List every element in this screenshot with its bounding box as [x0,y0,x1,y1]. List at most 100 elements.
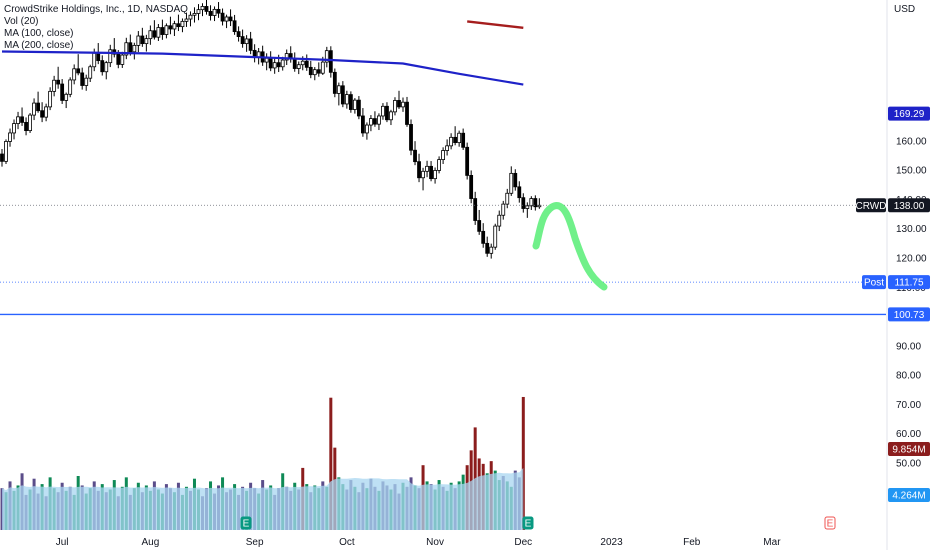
candle-up [32,102,36,116]
candle-down [140,35,145,45]
earnings-marker: E [240,516,252,530]
volume-last-badge-bg [888,442,930,456]
candle-up [365,124,369,134]
candle-down [248,38,253,51]
candle-up [421,170,425,179]
candle-down [276,62,281,68]
candle-down [533,198,538,208]
legend-volume: Vol (20) [4,16,39,27]
candle-up [184,18,189,22]
candle-down [316,69,321,74]
candle-up [264,57,269,63]
moving-averages [1,20,524,86]
candle-down [521,197,526,209]
candle-up [88,66,93,79]
candle-up [493,225,498,248]
candle-down [485,242,490,254]
candle-down [409,124,413,151]
candle-up [120,54,125,65]
earnings-icon [522,516,534,530]
y-tick-label: 120.00 [896,254,927,265]
y-tick-label: 160.00 [896,136,927,147]
candle-down [292,58,297,69]
candle-up [124,42,129,56]
x-tick-label: Dec [514,537,532,548]
candle-up [272,62,277,69]
volume-last-badge-text: 9.854M [892,445,925,456]
candle-up [389,111,393,121]
post-tag-text: Post [864,278,884,289]
earnings-icon [824,516,836,530]
candle-up [296,64,301,69]
candle-down [76,68,81,74]
candle-up [28,114,32,132]
symbol-tag-text: CRWD [856,201,887,212]
candle-up [164,25,169,35]
candle-up [16,116,20,124]
candle-up [312,69,317,76]
candle-up [336,85,341,94]
candle-up [505,192,510,205]
volume-ma-area [2,467,524,530]
candle-down [176,23,181,28]
post-tag-bg [862,275,886,290]
y-tick-label: 130.00 [896,224,927,235]
candle-up [525,205,530,209]
candle-up [4,141,8,162]
candle-down [116,53,121,65]
candle-down [465,146,470,176]
candle-up [12,123,16,134]
price-levels [0,204,886,316]
post-price-badge-bg [888,275,930,290]
x-tick-label: Aug [141,537,159,548]
y-tick-label: 50.00 [896,459,921,470]
y-tick-label: 150.00 [896,166,927,177]
candle-down [340,85,345,105]
candle-up [369,118,373,126]
level-price-badge: 100.73 [888,307,930,322]
candle-up [144,38,149,45]
candle-up [108,49,113,64]
post-price-badge: 111.75 [888,275,930,290]
candle-up [188,14,193,20]
last-price-badge: 138.00 [888,198,930,213]
candle-down [413,149,417,163]
candle-down [268,57,273,69]
candle-up [156,27,161,38]
candle-down [100,60,105,73]
earnings-letter: E [827,519,834,530]
candle-up [92,52,97,68]
candle-up [72,68,77,81]
candle-down [405,101,409,125]
candle-down [332,71,337,94]
x-tick-label: Jul [56,537,69,548]
candle-down [373,118,377,125]
candle-up [433,170,437,180]
candle-up [344,94,349,105]
x-tick-label: Mar [763,537,781,548]
freehand-drawing [532,202,608,291]
volume-ma-badge-text: 4.264M [892,491,925,502]
candle-down [397,100,401,108]
candle-up [132,44,137,53]
candle-down [168,25,173,30]
candle-down [240,36,245,45]
candle-down [96,52,101,62]
candle-down [356,99,361,117]
x-tick-label: Feb [683,537,701,548]
price-axis: USD160.00150.00140.00130.00120.00110.001… [886,0,927,550]
x-tick-label: 2023 [600,537,623,548]
candle-up [529,198,534,207]
price-badges: 169.29 138.00 111.75 100.73 9.854M 4.264M CRWD… [856,106,930,502]
candle-up [284,53,289,61]
candle-up [44,106,49,118]
candle-down [385,105,389,121]
candle-up [377,115,381,125]
candle-down [24,122,28,132]
y-tick-label: 80.00 [896,371,921,382]
candle-down [20,116,24,123]
candle-down [128,42,133,53]
candle-up [200,6,205,11]
